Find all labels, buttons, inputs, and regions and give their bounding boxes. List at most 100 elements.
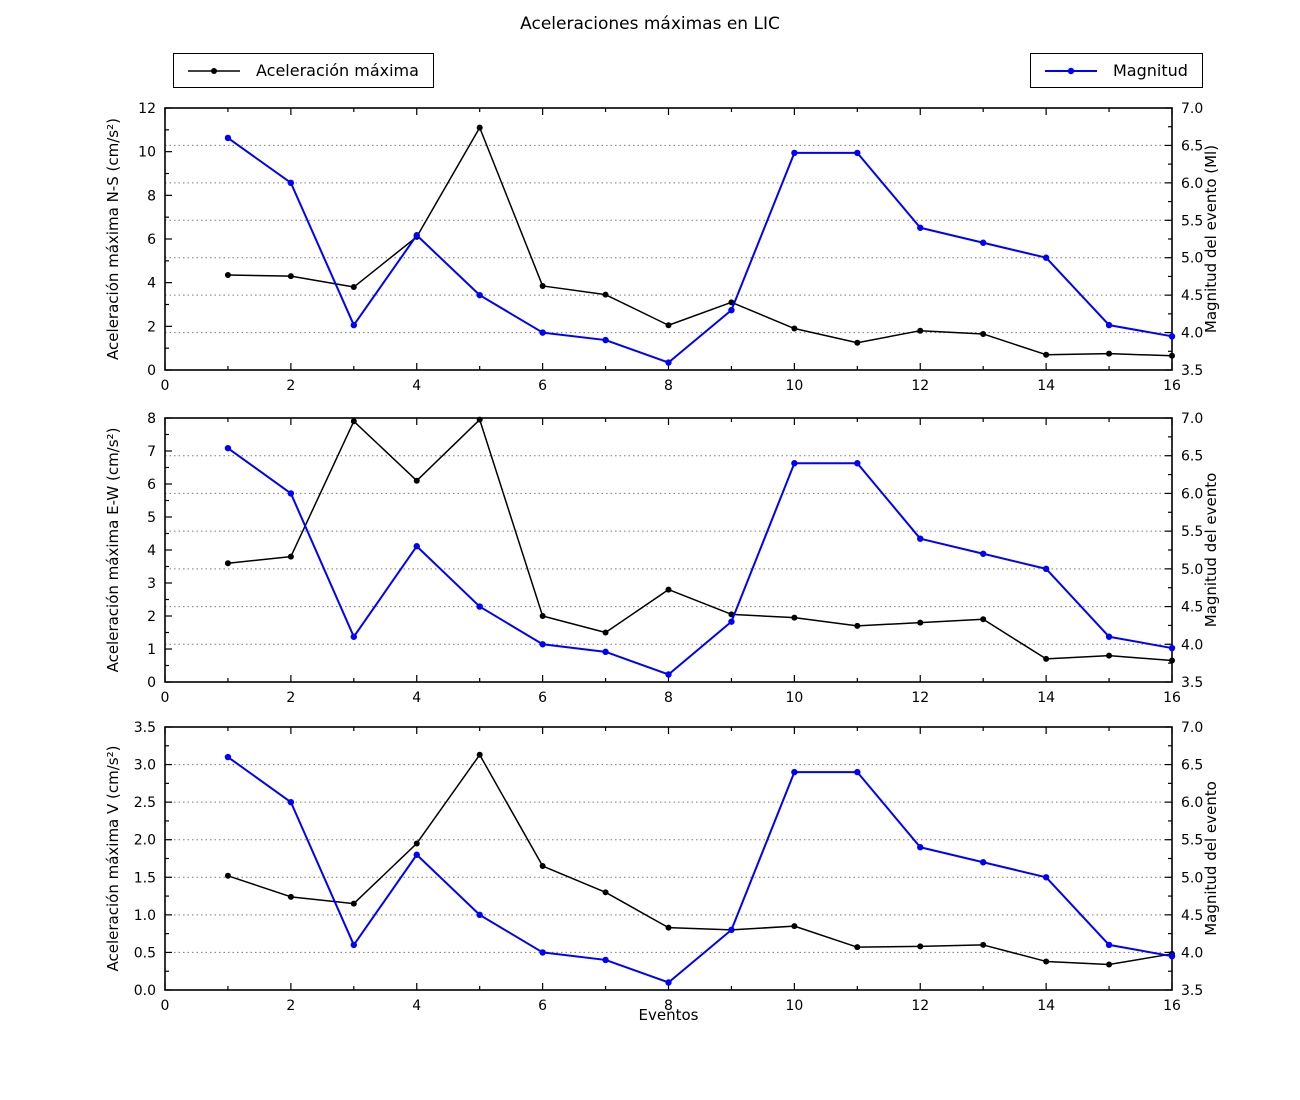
tick-label: 10: [785, 998, 803, 1014]
data-point: [1106, 652, 1113, 659]
tick-label: 5.5: [1181, 524, 1203, 540]
data-point: [602, 629, 609, 636]
data-point: [350, 284, 357, 291]
data-point: [854, 149, 861, 157]
tick-label: 0: [161, 690, 170, 706]
data-point: [413, 232, 420, 239]
tick-label: 0: [147, 675, 156, 691]
tick-label: 12: [138, 101, 156, 117]
series-line-acceleration: [227, 754, 1173, 966]
data-point: [665, 979, 672, 986]
data-point: [917, 535, 924, 542]
data-point: [350, 941, 358, 949]
tick-label: 6: [538, 378, 547, 394]
data-point: [539, 282, 546, 289]
tick-label: 6.5: [1181, 758, 1203, 774]
data-point: [917, 619, 924, 626]
data-point: [854, 768, 861, 776]
data-point: [539, 641, 546, 648]
tick-label: 16: [1163, 690, 1181, 706]
tick-label: 0.5: [134, 945, 156, 961]
tick-label: 4.0: [1181, 637, 1203, 653]
tick-label: 5.0: [1181, 562, 1203, 578]
tick-label: 6: [147, 232, 156, 248]
data-point: [476, 291, 483, 299]
y-axis-label-right: Magnitud del evento (Ml): [1202, 145, 1220, 333]
data-point: [539, 613, 546, 619]
legend-magnitude: Magnitud: [1030, 53, 1203, 88]
tick-label: 6.5: [1181, 449, 1203, 465]
data-point: [1169, 657, 1175, 664]
data-point: [602, 956, 609, 964]
tick-label: 3.5: [1181, 363, 1203, 379]
tick-label: 4.5: [1181, 600, 1203, 616]
tick-label: 2: [147, 609, 156, 625]
data-point: [979, 239, 987, 246]
tick-label: 4: [147, 276, 156, 292]
tick-label: 8: [664, 378, 673, 394]
tick-label: 4: [412, 378, 421, 394]
y-axis-label-right: Magnitud del evento: [1202, 473, 1220, 628]
subplot-ns: 0 2 4 6 8 10 12 14 16 0 2 4 6 8 10 12 3.5 4.0 4.5 5.0 5.5 6.0…: [104, 101, 1220, 394]
tick-label: 4.5: [1181, 908, 1203, 924]
data-point: [1105, 321, 1113, 329]
data-point: [287, 273, 294, 280]
subplot-ew: 0 2 4 6 8 10 12 14 160123456783.54.04.55.05.56.0…: [104, 411, 1220, 706]
data-point: [1168, 333, 1176, 340]
tick-label: 2.5: [134, 795, 156, 811]
data-point: [224, 272, 231, 279]
data-point: [665, 359, 672, 366]
data-point: [665, 586, 672, 593]
data-point: [665, 924, 672, 931]
tick-label: 14: [1037, 998, 1055, 1014]
data-point: [539, 329, 546, 336]
data-point: [791, 460, 798, 467]
tick-label: 8: [147, 411, 156, 427]
data-point: [476, 751, 483, 758]
tick-label: 5.5: [1181, 213, 1203, 229]
data-point: [917, 327, 924, 334]
data-point: [224, 134, 232, 142]
legend-acceleration-line-icon: [188, 67, 240, 74]
data-point: [791, 325, 798, 332]
series-line-magnitude: [227, 756, 1173, 984]
data-point: [350, 900, 357, 907]
tick-label: 7.0: [1181, 720, 1203, 736]
data-point: [350, 633, 358, 640]
data-point: [1042, 565, 1050, 573]
data-point: [602, 648, 609, 656]
tick-label: 4.0: [1181, 326, 1203, 342]
data-point: [854, 339, 861, 346]
tick-label: 12: [911, 378, 929, 394]
data-point: [1168, 644, 1176, 652]
legend-marker: [1067, 67, 1075, 74]
data-point: [602, 889, 609, 896]
data-point: [917, 943, 924, 950]
tick-label: 6: [147, 477, 156, 493]
data-point: [224, 444, 232, 452]
data-point: [413, 477, 420, 484]
data-point: [980, 941, 987, 948]
data-point: [1106, 961, 1113, 968]
tick-label: 8: [664, 998, 673, 1014]
legend-acceleration-label: Aceleración máxima: [256, 61, 419, 80]
legend-magnitude-line-icon: [1045, 67, 1097, 74]
y-axis-label-left: Aceleración máxima V (cm/s²): [104, 746, 122, 972]
data-point: [287, 893, 294, 900]
data-point: [287, 179, 295, 187]
tick-label: 6.0: [1181, 795, 1203, 811]
tick-label: 12: [911, 998, 929, 1014]
tick-label: 3.5: [134, 720, 156, 736]
tick-label: 0: [161, 998, 170, 1014]
series-line-magnitude: [227, 137, 1173, 364]
y-axis-label-right: Magnitud del evento: [1202, 781, 1220, 936]
legend-magnitude-label: Magnitud: [1113, 61, 1188, 80]
data-point: [979, 550, 987, 557]
data-point: [665, 671, 672, 678]
tick-label: 16: [1163, 378, 1181, 394]
tick-label: 3.5: [1181, 675, 1203, 691]
data-point: [476, 124, 483, 131]
data-point: [980, 330, 987, 337]
data-point: [413, 840, 420, 847]
